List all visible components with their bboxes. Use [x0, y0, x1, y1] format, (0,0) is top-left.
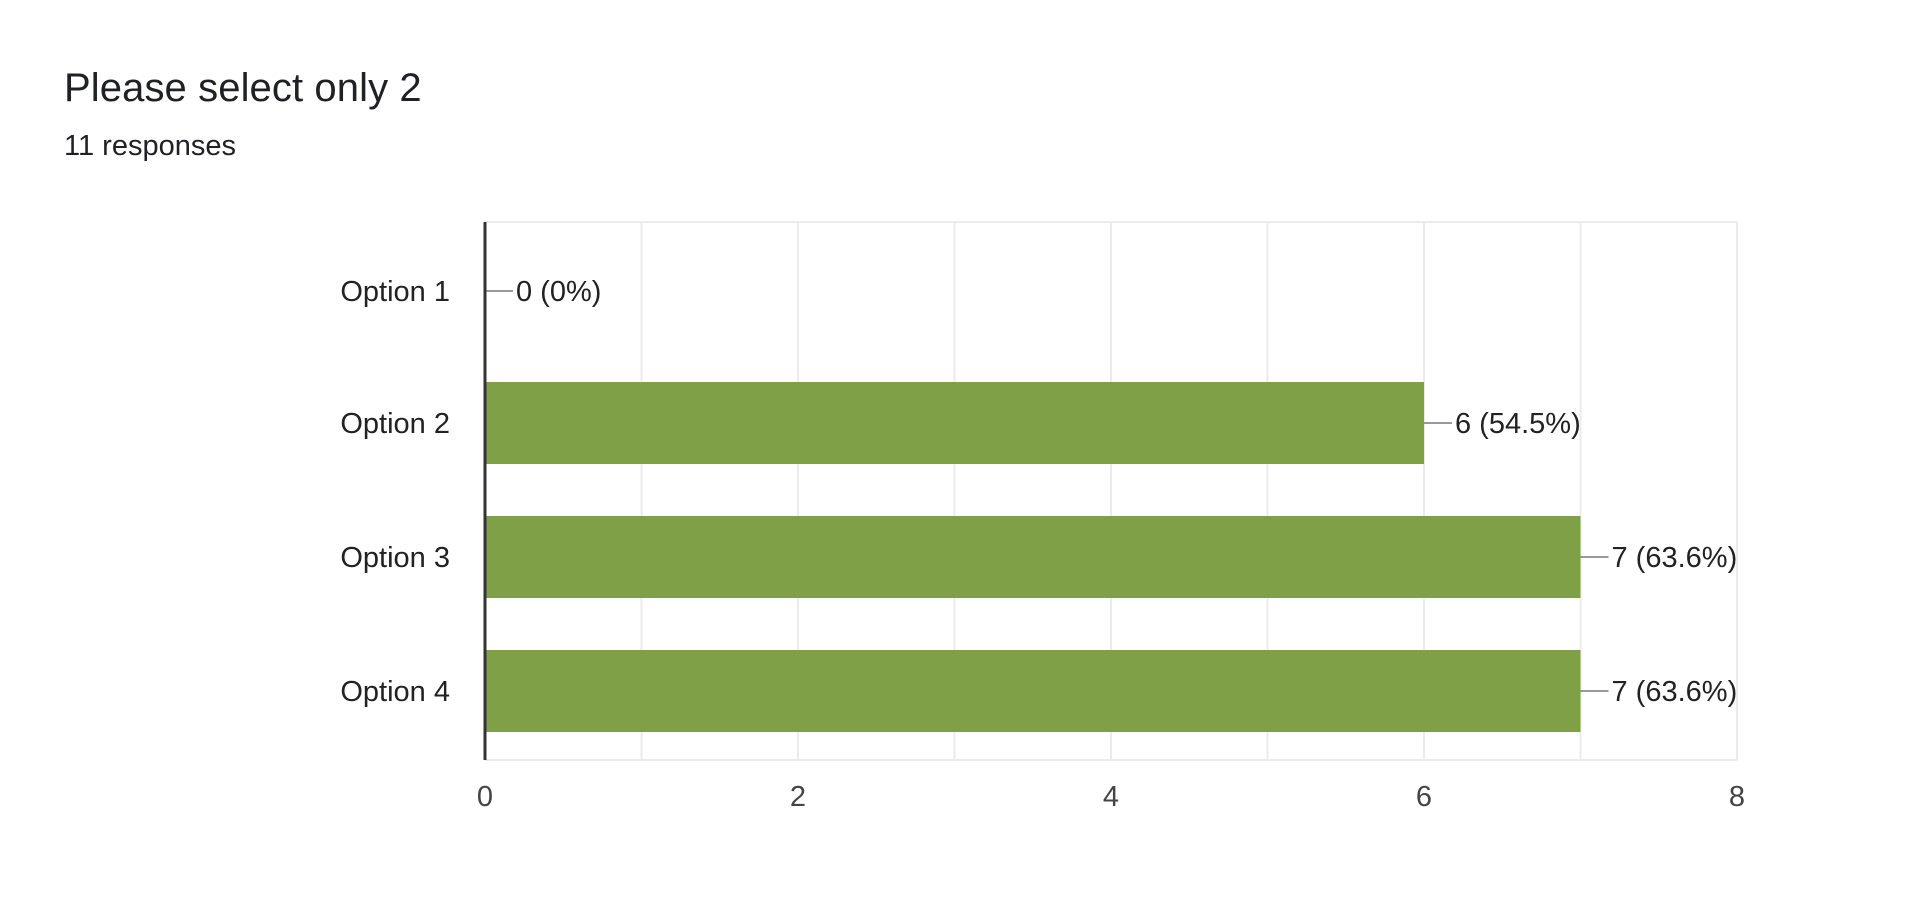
x-tick-label: 2 [790, 781, 806, 813]
data-label: 6 (54.5%) [1455, 408, 1581, 440]
category-label: Option 3 [340, 542, 450, 574]
x-tick-label: 0 [477, 781, 493, 813]
x-tick-label: 4 [1103, 781, 1119, 813]
category-label: Option 4 [340, 676, 450, 708]
x-tick-label: 8 [1729, 781, 1745, 813]
data-label: 0 (0%) [516, 276, 601, 308]
question-title: Please select only 2 [64, 66, 422, 110]
bar [485, 516, 1581, 598]
bar [485, 382, 1424, 464]
data-label: 7 (63.6%) [1612, 676, 1738, 708]
bar [485, 650, 1581, 732]
response-count: 11 responses [64, 130, 236, 162]
x-tick-label: 6 [1416, 781, 1432, 813]
category-label: Option 2 [340, 408, 450, 440]
data-label: 7 (63.6%) [1612, 542, 1738, 574]
category-label: Option 1 [340, 276, 450, 308]
